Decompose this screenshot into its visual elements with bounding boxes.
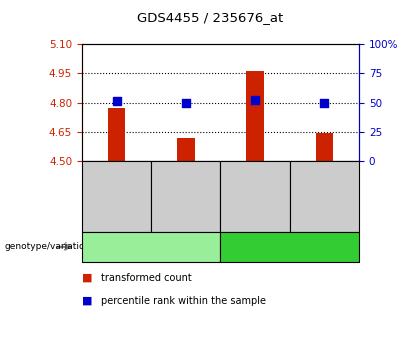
Text: GSM860664: GSM860664	[320, 169, 329, 224]
Point	[252, 97, 259, 103]
Text: transformed count: transformed count	[101, 273, 192, 282]
Bar	[177, 138, 194, 161]
Bar	[247, 70, 264, 161]
Point	[321, 100, 328, 105]
Text: control: control	[132, 242, 171, 252]
Text: GDS4455 / 235676_at: GDS4455 / 235676_at	[137, 11, 283, 24]
Point	[182, 100, 189, 105]
Text: genotype/variation: genotype/variation	[4, 242, 90, 251]
Text: GSM860661: GSM860661	[112, 169, 121, 224]
Text: GSM860663: GSM860663	[251, 169, 260, 224]
Text: ■: ■	[82, 273, 92, 282]
Text: RhoGDI2: RhoGDI2	[265, 242, 314, 252]
Text: GSM860662: GSM860662	[181, 169, 190, 224]
Point	[113, 99, 120, 104]
Bar	[316, 133, 333, 161]
Text: ■: ■	[82, 296, 92, 306]
Text: percentile rank within the sample: percentile rank within the sample	[101, 296, 266, 306]
Bar	[108, 108, 125, 161]
